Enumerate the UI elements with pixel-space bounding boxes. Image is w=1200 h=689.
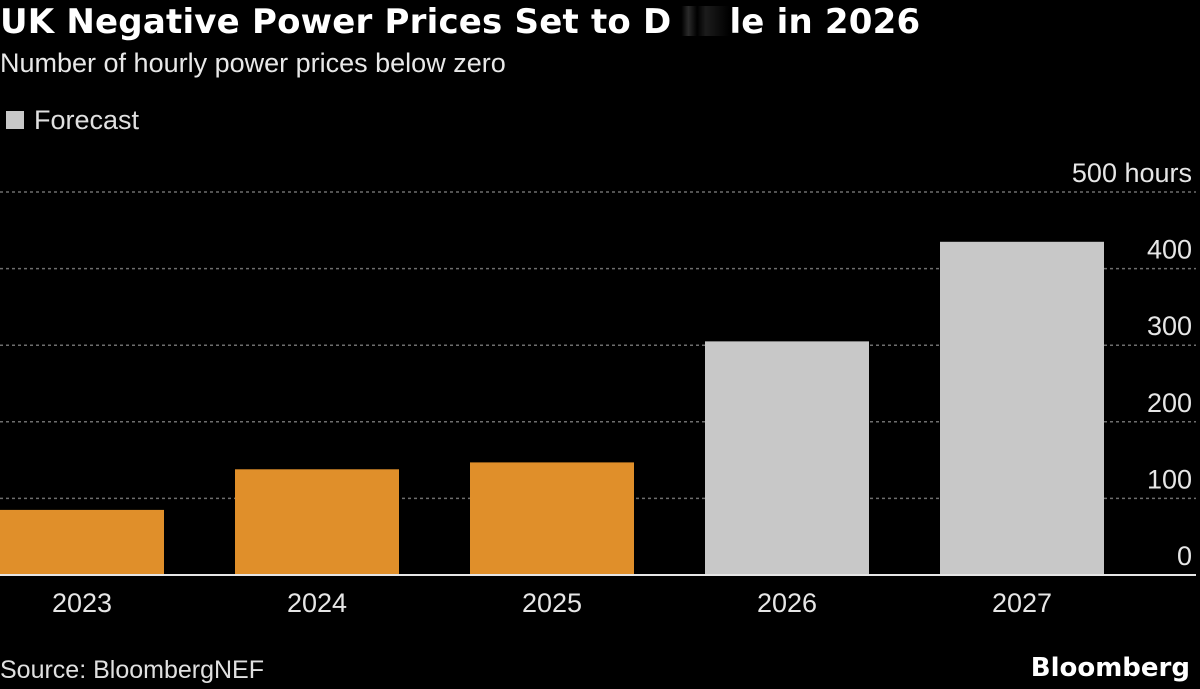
legend-swatch-forecast [6, 111, 24, 129]
y-tick-label-100: 100 [1147, 464, 1192, 494]
y-tick-label-500: 500 hours [1072, 158, 1192, 188]
x-tick-label-2026: 2026 [757, 588, 817, 618]
x-tick-label-2024: 2024 [287, 588, 347, 618]
y-tick-label-200: 200 [1147, 388, 1192, 418]
title-obscured-region [671, 6, 730, 36]
x-tick-label-2025: 2025 [522, 588, 582, 618]
bar-2023 [0, 509, 164, 575]
bar-2026 [705, 341, 869, 575]
source-note: Source: BloombergNEF [0, 656, 265, 684]
chart-title-end: le in 2026 [729, 2, 921, 42]
x-tick-label-2023: 2023 [52, 588, 112, 618]
legend-label-forecast: Forecast [34, 105, 140, 135]
y-tick-label-400: 400 [1147, 235, 1192, 265]
bar-2025 [470, 462, 634, 575]
chart-title: UK Negative Power Prices Set to D le in 2… [0, 0, 920, 44]
bloomberg-logo: Bloomberg [1030, 653, 1190, 683]
x-tick-label-2027: 2027 [992, 588, 1052, 618]
bar-2024 [235, 469, 399, 575]
y-tick-label-300: 300 [1147, 311, 1192, 341]
chart-subtitle: Number of hourly power prices below zero [0, 48, 506, 78]
bar-2027 [940, 241, 1104, 576]
y-tick-label-0: 0 [1177, 541, 1192, 571]
legend: Forecast [6, 104, 139, 136]
chart-title-start: UK Negative Power Prices Set to D [0, 2, 672, 42]
